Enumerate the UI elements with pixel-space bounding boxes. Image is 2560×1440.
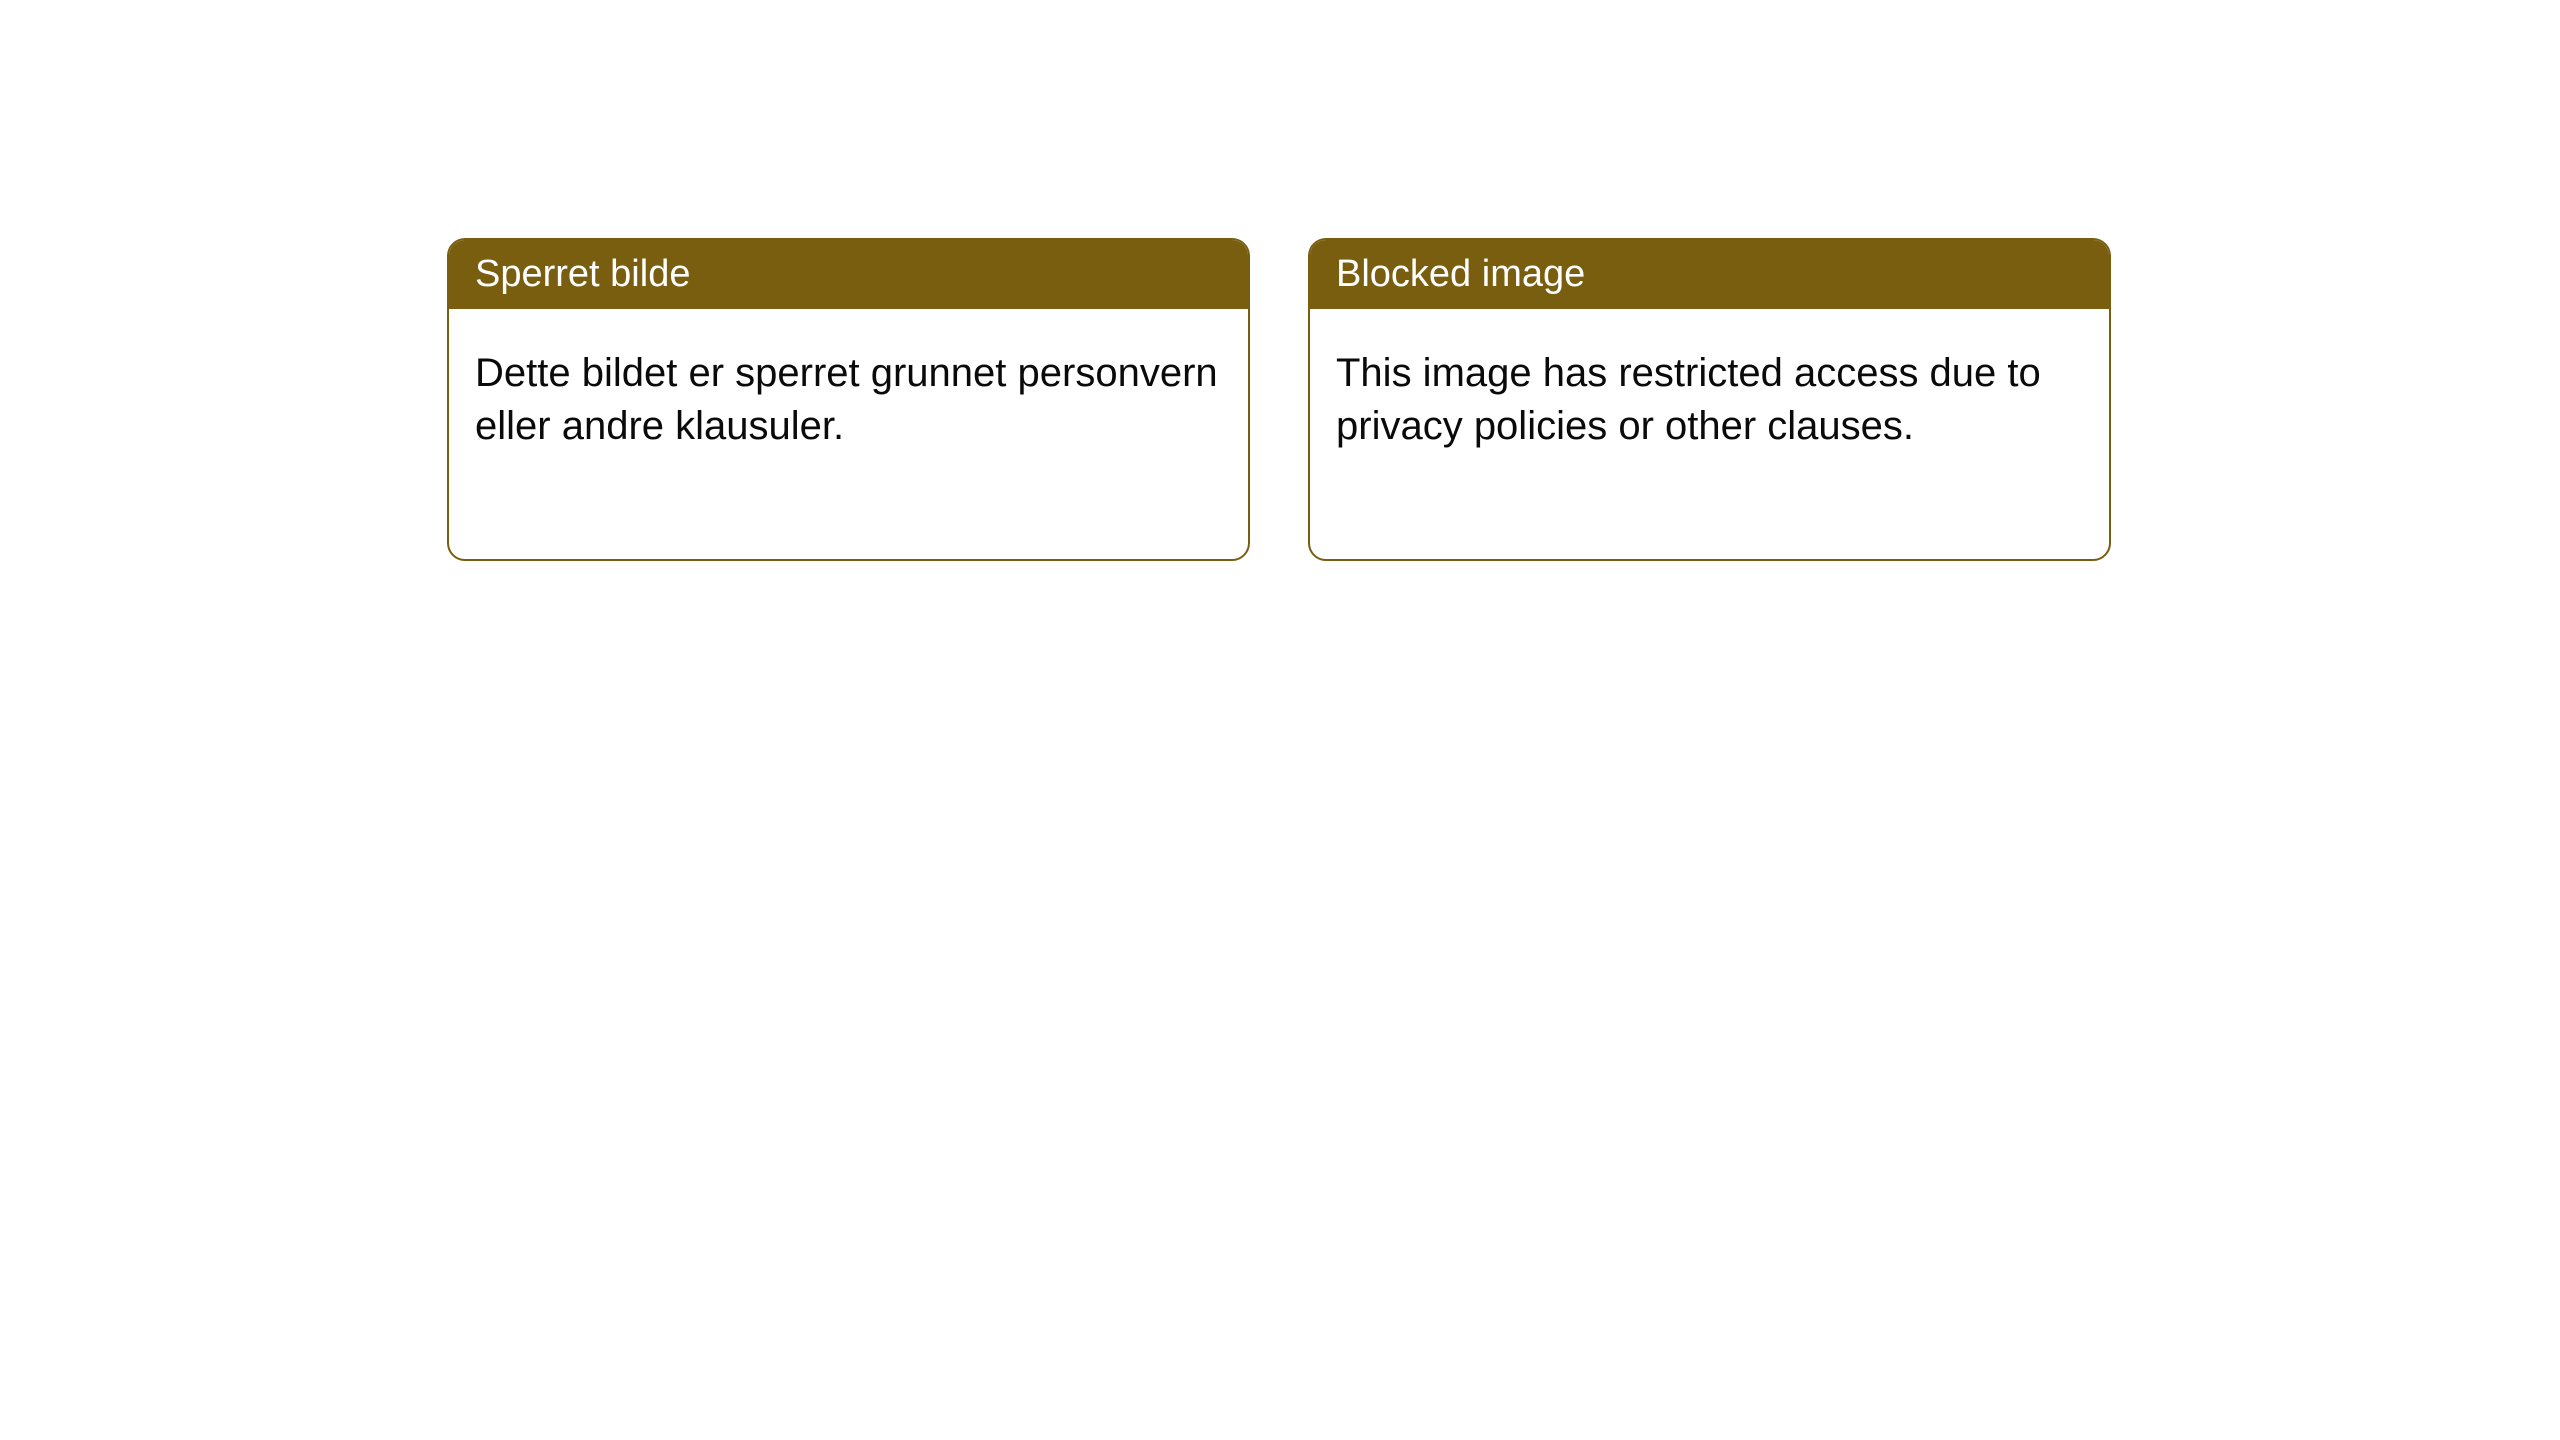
- notice-card-norwegian: Sperret bilde Dette bildet er sperret gr…: [447, 238, 1250, 561]
- notice-card-header: Sperret bilde: [449, 240, 1248, 309]
- notice-card-english: Blocked image This image has restricted …: [1308, 238, 2111, 561]
- notice-card-body: This image has restricted access due to …: [1310, 309, 2109, 559]
- notice-card-header: Blocked image: [1310, 240, 2109, 309]
- notice-cards-container: Sperret bilde Dette bildet er sperret gr…: [447, 238, 2111, 561]
- notice-card-body: Dette bildet er sperret grunnet personve…: [449, 309, 1248, 559]
